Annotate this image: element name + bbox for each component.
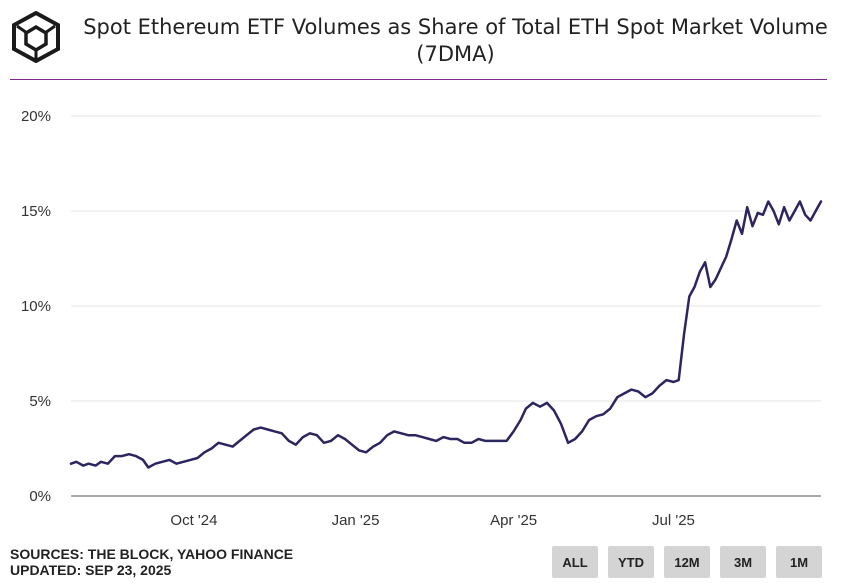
range-button-ytd[interactable]: YTD bbox=[608, 546, 654, 578]
y-tick-label: 5% bbox=[29, 393, 51, 410]
series-line bbox=[69, 200, 823, 469]
sources-text: SOURCES: THE BLOCK, YAHOO FINANCE bbox=[10, 546, 294, 562]
range-button-3m[interactable]: 3M bbox=[720, 546, 766, 578]
range-button-1m[interactable]: 1M bbox=[776, 546, 822, 578]
range-button-12m[interactable]: 12M bbox=[664, 546, 710, 578]
series bbox=[69, 200, 823, 469]
title-divider bbox=[10, 79, 827, 80]
footer: SOURCES: THE BLOCK, YAHOO FINANCE UPDATE… bbox=[10, 546, 293, 578]
x-tick-label: Oct '24 bbox=[170, 512, 217, 529]
y-tick-label: 15% bbox=[21, 203, 51, 220]
y-tick-label: 10% bbox=[21, 298, 51, 315]
grid-lines bbox=[71, 115, 821, 402]
updated-text: UPDATED: SEP 23, 2025 bbox=[10, 562, 172, 578]
y-tick-label: 20% bbox=[21, 108, 51, 125]
x-tick-label: Jan '25 bbox=[332, 512, 380, 529]
y-tick-label: 0% bbox=[29, 488, 51, 505]
x-tick-label: Apr '25 bbox=[490, 512, 537, 529]
x-axis-ticks: Oct '24 Jan '25 Apr '25 Jul '25 bbox=[170, 512, 694, 529]
chart-title: Spot Ethereum ETF Volumes as Share of To… bbox=[83, 15, 828, 66]
range-buttons: ALL YTD 12M 3M 1M bbox=[552, 546, 822, 578]
the-block-logo-icon bbox=[12, 11, 60, 63]
x-tick-label: Jul '25 bbox=[652, 512, 695, 529]
range-button-all[interactable]: ALL bbox=[552, 546, 598, 578]
line-chart: 0% 5% 10% 15% 20% Oct '24 Jan '25 Apr '25 Jul '… bbox=[21, 108, 823, 529]
y-axis-ticks: 0% 5% 10% 15% 20% bbox=[21, 108, 51, 505]
